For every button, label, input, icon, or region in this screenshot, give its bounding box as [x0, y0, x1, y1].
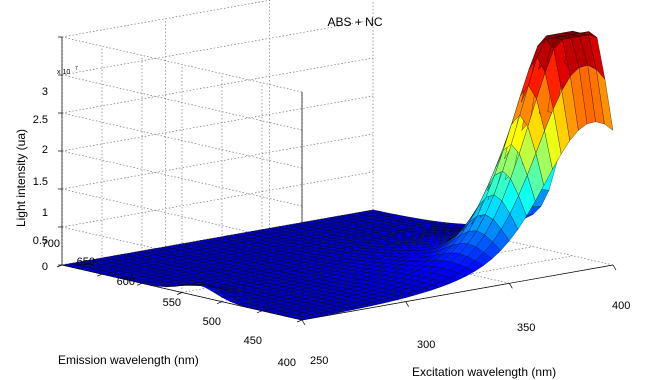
- y-tick-label: 550: [163, 297, 181, 309]
- z-tick-label: 3: [42, 86, 48, 98]
- z-exponent: x 10 7: [57, 66, 78, 76]
- grid-line: [61, 0, 274, 38]
- y-tick-mark: [296, 319, 303, 323]
- z-exponent-base: x 10: [57, 69, 70, 76]
- x-tick-mark: [405, 301, 409, 307]
- x-tick-mark: [612, 264, 617, 271]
- y-axis-label: Emission wavelength (nm): [58, 353, 199, 367]
- z-tick-label: 1.5: [33, 176, 48, 188]
- z-tick-labels: 0 0.5 1 1.5 2 2.5 3: [33, 86, 48, 273]
- x-tick-label: 300: [417, 339, 435, 351]
- x-tick-label: 400: [612, 300, 630, 312]
- surface-mesh: [61, 31, 614, 321]
- x-tick-label: 350: [517, 322, 535, 334]
- z-tick-label: 2.5: [33, 114, 48, 126]
- x-tick-mark: [301, 319, 306, 326]
- x-tick-label: 250: [310, 355, 328, 367]
- surface-patch: [596, 69, 614, 131]
- y-tick-label: 500: [203, 316, 221, 328]
- z-tick-label: 1: [42, 207, 48, 219]
- z-tick-label: 0: [42, 261, 48, 273]
- z-tick-label: 0.5: [33, 235, 48, 247]
- grid-line: [61, 171, 374, 228]
- z-tick-label: 2: [42, 144, 48, 156]
- y-tick-mark: [256, 310, 263, 314]
- y-tick-label: 450: [244, 335, 262, 347]
- y-tick-mark: [216, 301, 223, 304]
- y-tick-mark: [136, 283, 143, 286]
- grid-line: [61, 188, 303, 245]
- x-axis-label: Excitation wavelength (nm): [412, 365, 556, 379]
- y-tick-mark: [96, 273, 103, 277]
- y-tick-label: 700: [42, 238, 60, 250]
- x-axis-line: [301, 264, 614, 321]
- grid-line: [61, 57, 374, 114]
- grid-line: [61, 150, 303, 207]
- x-tick-labels: 250 300 350 400: [310, 300, 630, 367]
- z-exponent-power: 7: [75, 66, 78, 72]
- y-tick-mark: [176, 292, 183, 295]
- z-axis-label: Light intensity (ua): [14, 129, 28, 227]
- y-tick-mark: [56, 264, 63, 268]
- x-tick-mark: [509, 283, 513, 289]
- grid-line: [61, 19, 374, 76]
- y-tick-label: 600: [117, 276, 135, 288]
- y-tick-labels: 400 450 500 550 600 650 700: [42, 238, 296, 369]
- grid-line: [61, 95, 374, 152]
- y-tick-label: 400: [278, 357, 296, 369]
- y-tick-label: 650: [77, 256, 95, 268]
- chart-title: ABS + NC: [327, 15, 382, 29]
- grid-line: [61, 133, 374, 190]
